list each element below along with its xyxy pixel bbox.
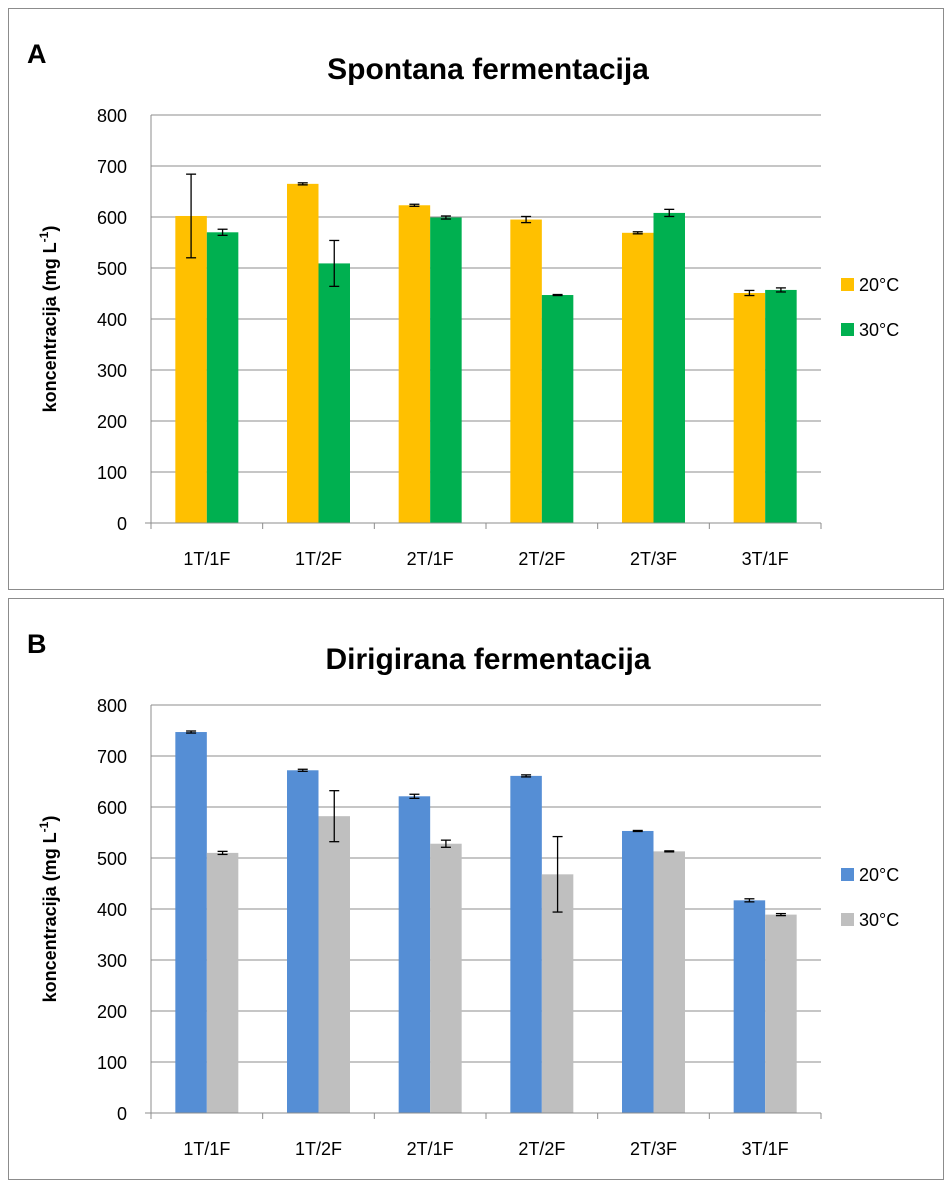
chart-a-bar-s30 <box>430 217 462 523</box>
chart-b-xtick-label: 2T/3F <box>630 1139 677 1159</box>
chart-a-ytick-label: 100 <box>97 463 127 483</box>
chart-b-bar-s30 <box>653 851 685 1113</box>
chart-a-bar-s20 <box>287 183 319 523</box>
chart-b-bar-s20 <box>622 830 654 1113</box>
chart-a-bar-s20 <box>510 219 542 524</box>
chart-b-legend-label: 20°C <box>859 865 899 885</box>
chart-a-ytick-label: 300 <box>97 361 127 381</box>
chart-a-bar-s30 <box>318 263 350 523</box>
chart-b-title: Dirigirana fermentacija <box>325 643 650 676</box>
chart-a-legend-swatch <box>841 278 854 291</box>
chart-b-xtick-label: 1T/2F <box>295 1139 342 1159</box>
chart-b-xtick-label: 2T/1F <box>407 1139 454 1159</box>
chart-b-legend-swatch <box>841 913 854 926</box>
chart-b-panel-letter: B <box>27 629 47 659</box>
chart-a-xtick-label: 2T/2F <box>518 549 565 569</box>
chart-b-bar-s30 <box>318 816 350 1113</box>
chart-a-bar-s20 <box>398 205 431 523</box>
chart-a-ytick-label: 800 <box>97 106 127 126</box>
chart-b-bar-s20 <box>398 796 431 1113</box>
chart-panel-b: B Dirigirana fermentacija 0 100 200 300 400 500… <box>8 598 944 1180</box>
chart-b-bar-s30 <box>206 852 239 1113</box>
chart-a-title: Spontana fermentacija <box>327 53 649 86</box>
chart-a-svg: A Spontana fermentacija 0 100 200 300 400 500 60… <box>27 39 899 569</box>
chart-b-ytick-label: 400 <box>97 900 127 920</box>
chart-a-xtick-label: 2T/3F <box>630 549 677 569</box>
chart-b-ytick-label: 700 <box>97 747 127 767</box>
chart-a-ylabel-main: koncentracija (mg L <box>40 242 60 412</box>
chart-a-bar-s20 <box>175 215 207 524</box>
chart-a-xtick-label: 2T/1F <box>407 549 454 569</box>
chart-b-bar-s30 <box>765 914 797 1113</box>
chart-a-legend-label: 20°C <box>859 275 899 295</box>
chart-b-bar-s20 <box>287 770 319 1113</box>
chart-a-ytick-label: 200 <box>97 412 127 432</box>
chart-a-bar-s20 <box>733 292 766 523</box>
chart-b-bar-s20 <box>733 900 766 1113</box>
chart-a-ytick-label: 700 <box>97 157 127 177</box>
chart-b-xtick-label: 1T/1F <box>183 1139 230 1159</box>
chart-a-xtick-label: 1T/2F <box>295 549 342 569</box>
chart-b-xtick-label: 2T/2F <box>518 1139 565 1159</box>
chart-b-ytick-label: 600 <box>97 798 127 818</box>
chart-b-bar-s30 <box>430 843 462 1113</box>
chart-b-legend-label: 30°C <box>859 910 899 930</box>
chart-b-bar-s30 <box>541 874 574 1113</box>
chart-b-ytick-label: 300 <box>97 951 127 971</box>
chart-a-bar-s20 <box>622 232 654 523</box>
chart-a-panel-letter: A <box>27 39 47 69</box>
chart-a-bar-s30 <box>541 295 574 523</box>
chart-a-legend-label: 30°C <box>859 320 899 340</box>
chart-a-ytick-label: 500 <box>97 259 127 279</box>
chart-b-ytick-label: 200 <box>97 1002 127 1022</box>
chart-b-ytick-label: 800 <box>97 696 127 716</box>
chart-b-ylabel: koncentracija (mg L-1) <box>37 816 60 1003</box>
chart-a-ylabel-close: ) <box>40 226 60 232</box>
chart-b-bar-s20 <box>510 775 542 1113</box>
chart-a-xtick-label: 1T/1F <box>183 549 230 569</box>
chart-a-bar-s30 <box>765 289 797 523</box>
chart-a-bar-s30 <box>653 212 685 524</box>
chart-a-bar-s30 <box>206 232 239 524</box>
chart-b-ylabel-superscript: -1 <box>37 821 51 832</box>
chart-b-ytick-label: 500 <box>97 849 127 869</box>
chart-a-ytick-label: 600 <box>97 208 127 228</box>
chart-a-xtick-label: 3T/1F <box>742 549 789 569</box>
chart-a-legend-swatch <box>841 323 854 336</box>
chart-b-bar-s20 <box>175 732 207 1113</box>
chart-a-ylabel-superscript: -1 <box>37 231 51 242</box>
chart-a-ytick-label: 0 <box>117 514 127 534</box>
chart-a-ylabel: koncentracija (mg L-1) <box>37 226 60 413</box>
chart-a-ytick-label: 400 <box>97 310 127 330</box>
chart-b-ylabel-main: koncentracija (mg L <box>40 832 60 1002</box>
chart-b-xtick-label: 3T/1F <box>742 1139 789 1159</box>
chart-b-legend-swatch <box>841 868 854 881</box>
chart-b-ytick-label: 100 <box>97 1053 127 1073</box>
chart-b-ylabel-close: ) <box>40 816 60 822</box>
chart-panel-a: A Spontana fermentacija 0 100 200 300 400 500 60… <box>8 8 944 590</box>
chart-b-svg: B Dirigirana fermentacija 0 100 200 300 400 500… <box>27 629 899 1159</box>
chart-b-ytick-label: 0 <box>117 1104 127 1124</box>
